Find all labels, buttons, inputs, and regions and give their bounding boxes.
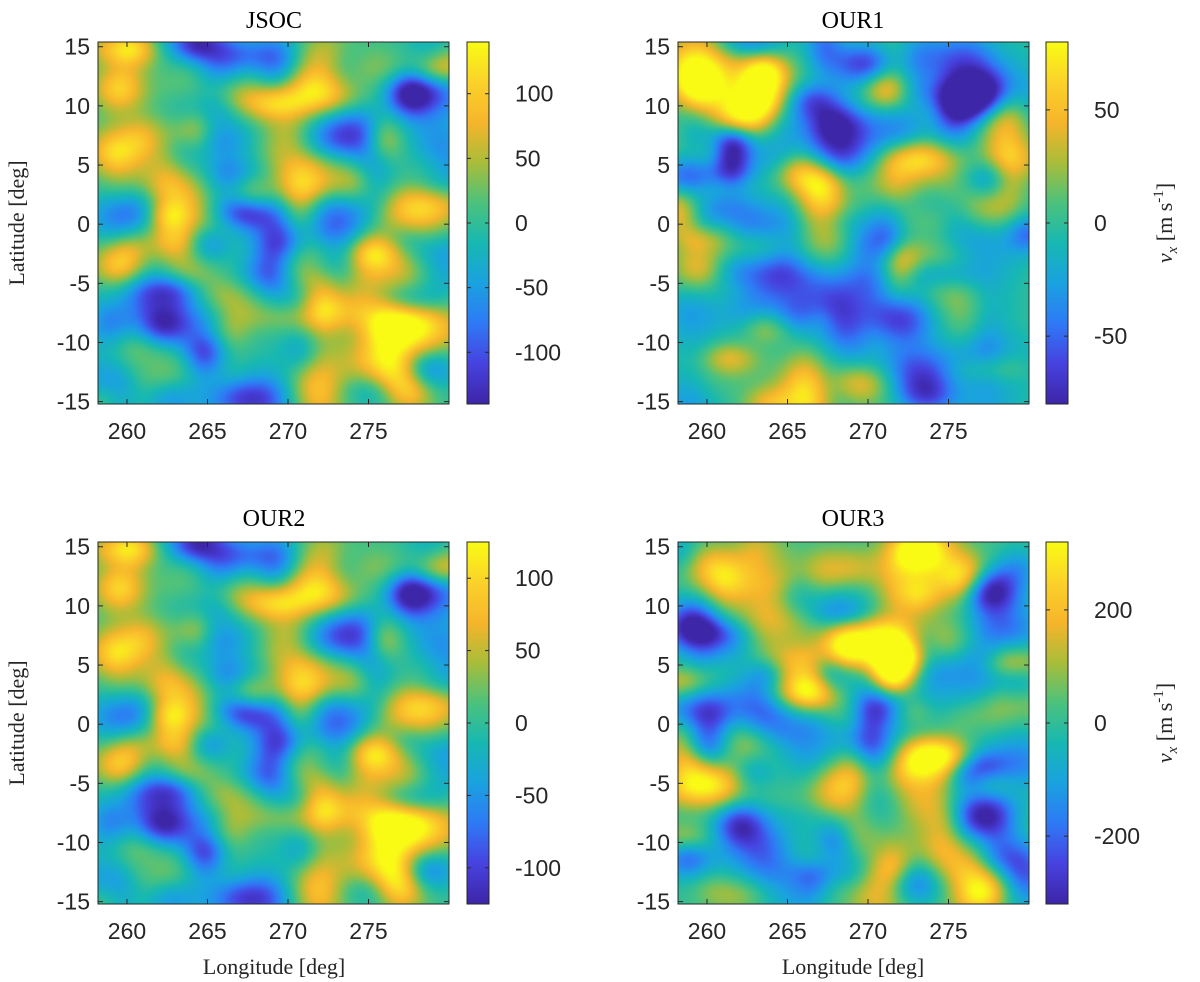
axes-ticks: 260 265 270 275 15 10 5 0 -5 -10 -15 (637, 34, 1029, 444)
colorbar-ticks: 200 0 -200 (1046, 597, 1140, 849)
plot-frame (677, 41, 1030, 405)
colorbar-tick-label: 50 (515, 145, 541, 171)
colorbar-tick-label: -200 (1094, 823, 1140, 849)
x-tick-label: 270 (849, 418, 887, 444)
panel-title: OUR3 (822, 506, 885, 532)
y-tick-label: 5 (77, 152, 90, 178)
y-tick-label: 15 (644, 34, 670, 60)
x-tick-label: 260 (688, 918, 726, 944)
y-tick-label: -10 (637, 329, 670, 355)
colorbar-tick-label: 0 (515, 710, 528, 736)
y-tick-label: 0 (657, 711, 670, 737)
axes-ticks: 260 265 270 275 15 10 5 0 -5 -10 -15 (57, 34, 449, 444)
y-tick-label: 0 (77, 211, 90, 237)
x-tick-label: 260 (108, 418, 146, 444)
x-tick-label: 265 (768, 418, 806, 444)
colorbar-label-text: vx [m s-1] (1151, 683, 1181, 763)
colorbar (1046, 542, 1068, 904)
x-tick-label: 275 (349, 418, 387, 444)
y-tick-label: 15 (64, 34, 90, 60)
colorbar-label-text: vx [m s-1] (1151, 183, 1181, 263)
panel-title: OUR1 (822, 8, 885, 34)
y-tick-label: 5 (657, 652, 670, 678)
plot-frame (97, 41, 450, 405)
y-tick-label: -10 (57, 829, 90, 855)
y-tick-label: -10 (637, 829, 670, 855)
colorbar-tick-label: 100 (515, 81, 553, 107)
panel-title: OUR2 (243, 506, 306, 532)
colorbar-label: vx [m s-1] (1151, 683, 1181, 763)
y-tick-label: 15 (64, 534, 90, 560)
y-tick-label: -5 (650, 270, 670, 296)
x-tick-label: 270 (269, 918, 307, 944)
colorbar-tick-label: -50 (1094, 323, 1127, 349)
plot-frame (677, 541, 1030, 905)
colorbar-ticks: 100 50 0 -50 -100 (467, 81, 561, 365)
y-tick-label: 5 (657, 152, 670, 178)
heatmap-image (98, 42, 449, 404)
colorbar (1046, 42, 1068, 404)
colorbar-tick-label: -100 (515, 339, 561, 365)
x-tick-label: 275 (929, 418, 967, 444)
heatmap-image (98, 542, 449, 904)
x-tick-label: 275 (349, 918, 387, 944)
y-tick-label: -5 (70, 270, 90, 296)
colorbar-tick-label: -50 (515, 782, 548, 808)
x-tick-label: 260 (108, 918, 146, 944)
y-tick-label: -15 (637, 889, 670, 915)
y-tick-label: 10 (64, 593, 90, 619)
y-tick-label: 0 (77, 711, 90, 737)
heatmap-image (678, 542, 1029, 904)
colorbar-ticks: 50 0 -50 (1046, 97, 1127, 349)
colorbar-tick-label: -50 (515, 275, 548, 301)
x-tick-label: 265 (188, 918, 226, 944)
x-axis-label: Longitude [deg] (782, 954, 924, 979)
y-tick-label: 15 (644, 534, 670, 560)
colorbar-tick-label: 200 (1094, 597, 1132, 623)
colorbar-tick-label: 0 (1094, 210, 1107, 236)
axes-ticks: 260 265 270 275 15 10 5 0 -5 -10 -15 (57, 534, 449, 944)
y-tick-label: 10 (644, 593, 670, 619)
y-axis-label: Latitude [deg] (4, 660, 29, 785)
axes-ticks: 260 265 270 275 15 10 5 0 -5 -10 -15 (637, 534, 1029, 944)
colorbar-tick-label: 0 (1094, 710, 1107, 736)
y-tick-label: 10 (64, 93, 90, 119)
heatmap-image (678, 42, 1029, 404)
x-tick-label: 265 (188, 418, 226, 444)
colorbar-tick-label: 0 (515, 210, 528, 236)
plot-frame (97, 541, 450, 905)
y-tick-label: 5 (77, 652, 90, 678)
panel-title: JSOC (246, 8, 302, 34)
y-tick-label: -15 (637, 389, 670, 415)
colorbar-tick-label: 100 (515, 565, 553, 591)
y-tick-label: -15 (57, 389, 90, 415)
y-tick-label: -10 (57, 329, 90, 355)
y-axis-label: Latitude [deg] (4, 160, 29, 285)
colorbar-tick-label: 50 (1094, 97, 1120, 123)
x-axis-label: Longitude [deg] (203, 954, 345, 979)
x-tick-label: 265 (768, 918, 806, 944)
y-tick-label: -15 (57, 889, 90, 915)
colorbar-tick-label: -100 (515, 855, 561, 881)
colorbar (467, 42, 489, 404)
y-tick-label: -5 (70, 770, 90, 796)
y-tick-label: -5 (650, 770, 670, 796)
colorbar-label: vx [m s-1] (1151, 183, 1181, 263)
colorbar (467, 542, 489, 904)
panel-our3: OUR3 260 265 270 275 15 10 5 0 -5 -10 -15 Longitud… (637, 506, 1181, 979)
y-tick-label: 10 (644, 93, 670, 119)
colorbar-tick-label: 50 (515, 638, 541, 664)
x-tick-label: 275 (929, 918, 967, 944)
x-tick-label: 260 (688, 418, 726, 444)
y-tick-label: 0 (657, 211, 670, 237)
x-tick-label: 270 (849, 918, 887, 944)
colorbar-ticks: 100 50 0 -50 -100 (467, 565, 561, 881)
x-tick-label: 270 (269, 418, 307, 444)
